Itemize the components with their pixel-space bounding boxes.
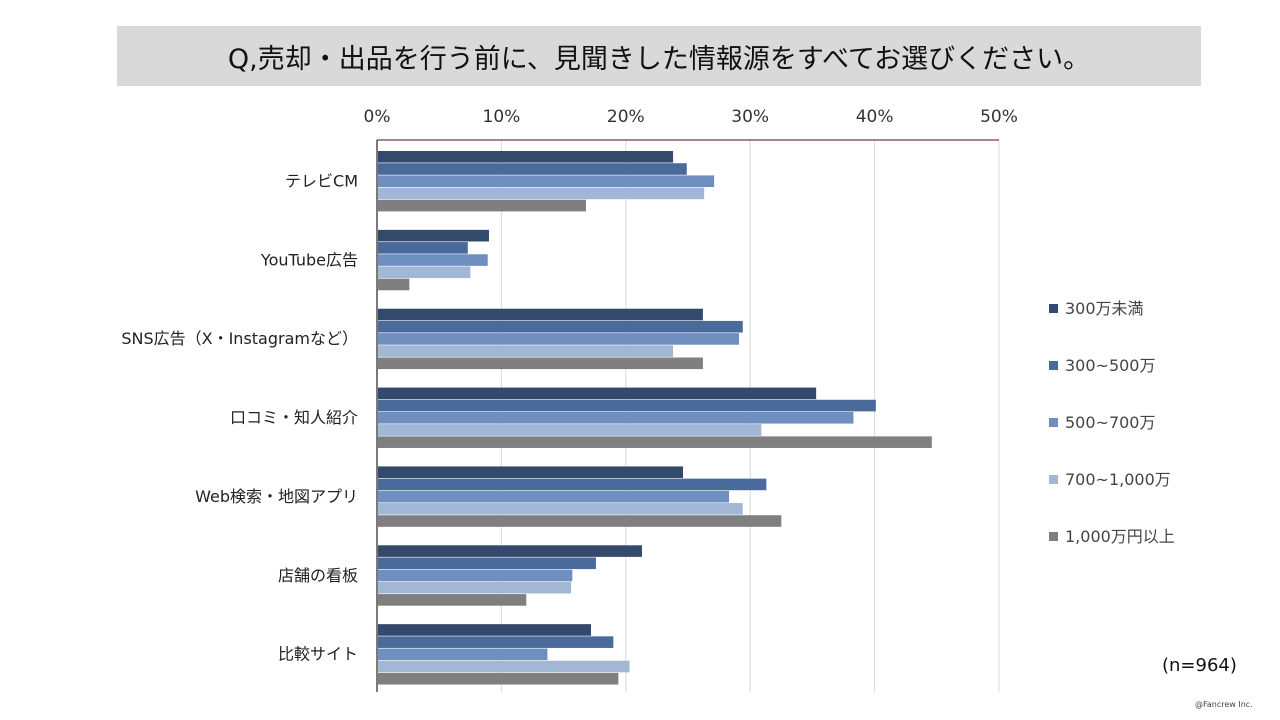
bar [378,411,854,424]
category-label: テレビCM [285,172,358,191]
legend-swatch [1049,361,1058,370]
bar [378,175,715,187]
bar [378,648,548,661]
bar [378,672,619,685]
bar [378,660,630,673]
copyright-text: @Fancrew Inc. [1195,700,1253,709]
legend-swatch [1049,475,1058,484]
bar [378,515,782,527]
legend-swatch [1049,304,1058,313]
category-label: SNS広告（X・Instagramなど） [121,329,358,348]
x-tick-label: 0% [364,107,391,127]
bar [378,266,471,279]
legend-label: 700~1,000万 [1065,470,1171,489]
category-label: Web検索・地図アプリ [195,487,358,506]
bar [378,557,596,570]
bar [378,545,642,557]
x-tick-label: 30% [731,107,769,127]
bar [378,436,932,448]
x-tick-label: 40% [856,107,894,127]
bar [378,163,687,175]
legend-label: 500~700万 [1065,413,1156,432]
bar [378,636,614,648]
category-label: 店舗の看板 [278,566,358,585]
sample-size-note: (n=964) [1162,655,1237,676]
legend-swatch [1049,532,1058,541]
bar [378,345,674,357]
chart-title: Q,売却・出品を行う前に、見聞きした情報源をすべてお選びください。 [117,26,1201,86]
bar [378,594,527,606]
category-label: YouTube広告 [260,250,358,269]
bar [378,151,674,163]
legend-swatch [1049,418,1058,427]
legend-label: 1,000万円以上 [1065,527,1175,546]
x-tick-label: 20% [607,107,645,127]
bar [378,424,762,436]
bar [378,387,817,400]
bar [378,478,767,491]
bar [378,503,743,515]
bar [378,624,591,636]
bar [378,333,740,345]
legend-label: 300~500万 [1065,356,1156,375]
bar [378,357,703,370]
bar [378,490,730,503]
bar [378,229,489,242]
legend-label: 300万未満 [1065,299,1144,318]
bar [378,308,703,321]
bar [378,199,586,212]
category-label: 口コミ・知人紹介 [230,408,358,427]
bar [378,466,684,479]
bar [378,569,573,582]
x-tick-label: 50% [980,107,1018,127]
bar [378,581,572,594]
bar [378,320,743,333]
bar [378,187,705,200]
bar [378,399,876,412]
bar [378,242,468,254]
category-label: 比較サイト [278,645,358,664]
bar [378,278,410,291]
bar [378,254,488,266]
x-tick-label: 10% [483,107,521,127]
